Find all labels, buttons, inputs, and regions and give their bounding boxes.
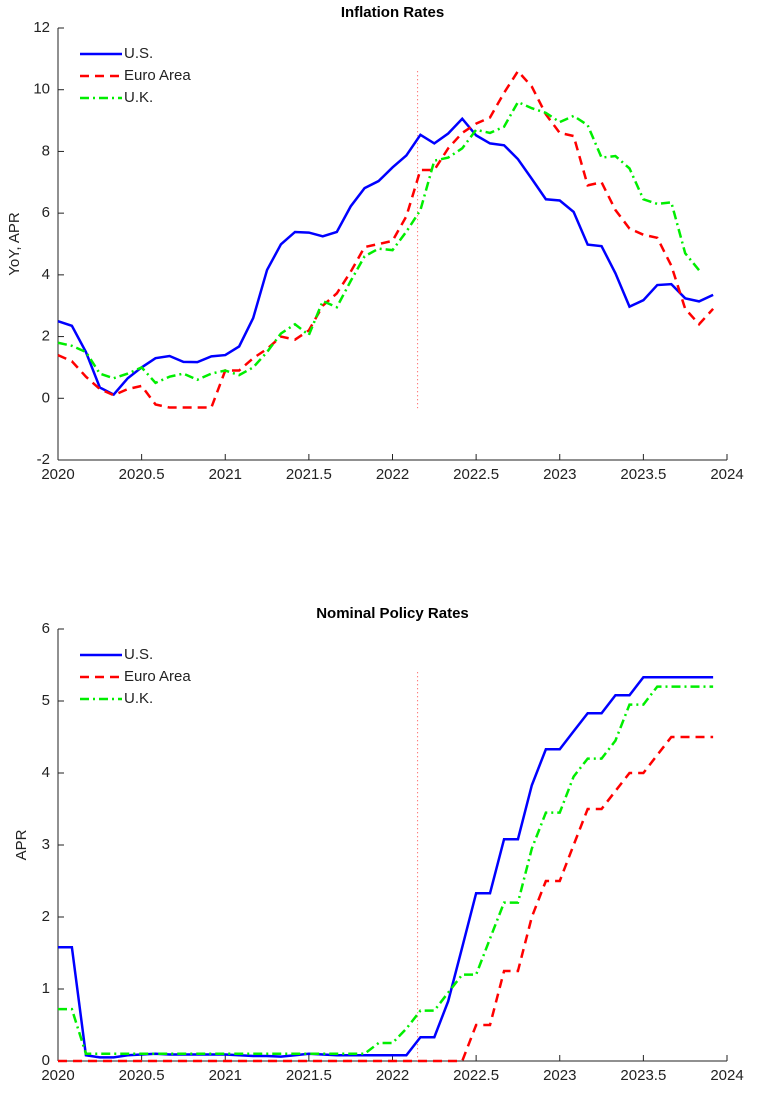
y-tick-label: 10 [33,81,50,98]
y-tick-label: 8 [42,142,50,159]
legend-label: U.S. [124,45,153,62]
y-tick-label: 0 [42,389,50,406]
y-tick-label: 5 [42,692,50,709]
chart-title: Nominal Policy Rates [316,605,469,622]
y-tick-label: 4 [42,764,50,781]
y-axis-label: YoY, APR [6,212,23,276]
y-tick-label: 3 [42,836,50,853]
series-line [58,675,714,1059]
y-axis-label: APR [13,829,30,860]
y-tick-label: 1 [42,980,50,997]
x-tick-label: 2020 [41,1067,74,1084]
x-tick-label: 2024 [710,466,743,483]
x-tick-label: 2023.5 [620,1067,666,1084]
legend-label: U.S. [124,646,153,663]
y-tick-label: 2 [42,328,50,345]
y-tick-label: 12 [33,19,50,36]
x-tick-label: 2024 [710,1067,743,1084]
y-tick-label: 2 [42,908,50,925]
legend-label: Euro Area [124,668,191,685]
x-tick-label: 2020 [41,466,74,483]
x-tick-label: 2020.5 [119,1067,165,1084]
x-tick-label: 2021.5 [286,466,332,483]
x-tick-label: 2022 [376,1067,409,1084]
legend-label: Euro Area [124,67,191,84]
series-line [57,116,714,397]
y-tick-label: 6 [42,204,50,221]
series-line [57,69,715,409]
chart-title: Inflation Rates [341,4,444,21]
x-tick-label: 2023 [543,466,576,483]
y-tick-label: 4 [42,266,50,283]
y-tick-label: 0 [42,1052,50,1069]
x-tick-label: 2023.5 [620,466,666,483]
y-tick-label: 6 [42,620,50,637]
series-line [57,100,701,385]
x-tick-label: 2020.5 [119,466,165,483]
x-tick-label: 2021 [209,1067,242,1084]
x-tick-label: 2022.5 [453,1067,499,1084]
series-line [58,735,714,1063]
x-tick-label: 2022 [376,466,409,483]
x-tick-label: 2022.5 [453,466,499,483]
y-tick-label: -2 [37,451,50,468]
x-tick-label: 2021 [209,466,242,483]
x-tick-label: 2023 [543,1067,576,1084]
x-tick-label: 2021.5 [286,1067,332,1084]
series-line [58,685,714,1056]
legend-label: U.K. [124,89,153,106]
legend-label: U.K. [124,690,153,707]
